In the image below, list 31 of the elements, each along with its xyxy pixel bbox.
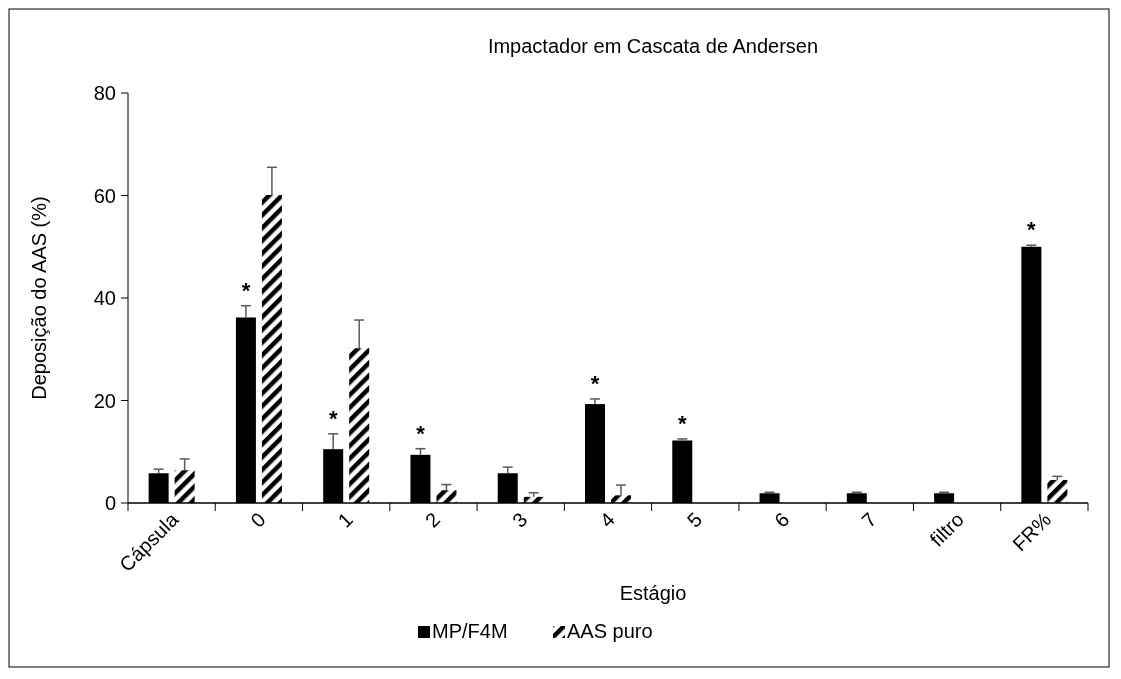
annotation: * xyxy=(416,420,426,446)
bar xyxy=(436,490,457,503)
y-axis-title: Deposição do AAS (%) xyxy=(28,196,50,400)
x-axis-title: Estágio xyxy=(619,582,687,604)
bar xyxy=(261,194,282,503)
y-tick-label: 80 xyxy=(93,82,116,104)
chart-title: Impactador em Cascata de Andersen xyxy=(487,35,819,57)
x-tick-label: 7 xyxy=(857,508,881,532)
y-tick-label: 60 xyxy=(93,184,116,207)
x-tick-label: 5 xyxy=(682,508,707,532)
x-tick-label: 0 xyxy=(246,508,270,532)
x-tick-label: 1 xyxy=(333,508,358,532)
bar xyxy=(174,470,195,503)
legend-label: AAS puro xyxy=(567,620,653,642)
annotation: * xyxy=(1027,217,1037,243)
legend-label: MP/F4M xyxy=(432,620,508,642)
y-tick-label: 40 xyxy=(93,287,116,309)
annotation: * xyxy=(590,370,600,396)
y-tick-label: 20 xyxy=(93,389,116,412)
x-tick-label: 4 xyxy=(595,508,619,532)
bar xyxy=(611,495,631,503)
y-tick-label: 0 xyxy=(104,492,116,514)
x-tick-label: 6 xyxy=(769,508,794,532)
x-tick-label: filtro xyxy=(925,508,968,551)
x-tick-label: 2 xyxy=(420,508,445,532)
bar xyxy=(1047,479,1068,503)
annotation: * xyxy=(677,410,687,436)
bar xyxy=(349,348,370,503)
annotation: * xyxy=(241,277,251,303)
annotation: * xyxy=(328,405,338,431)
x-tick-label: 3 xyxy=(508,508,532,532)
